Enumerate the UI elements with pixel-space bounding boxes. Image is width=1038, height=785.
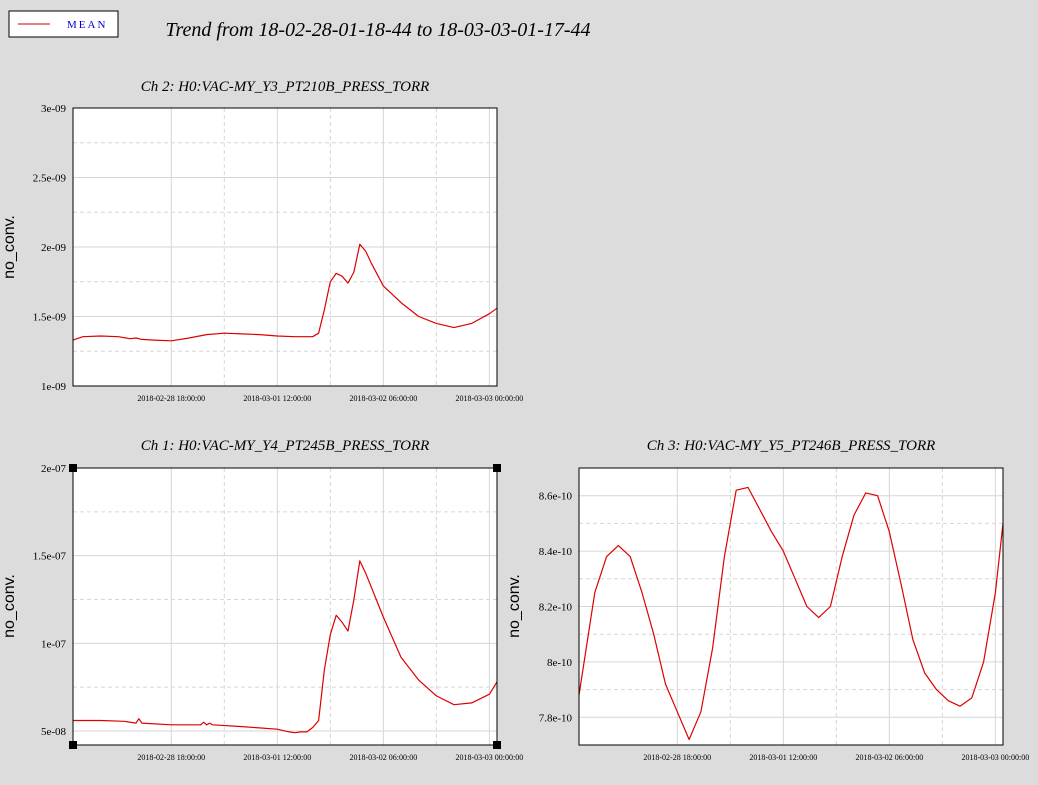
y-tick-label: 1.5e-09 <box>33 312 67 324</box>
series-line-mean <box>73 560 498 734</box>
chart-panel-3: 7.8e-10 8e-10 8.2e-10 8.4e-10 8.6e-10 2018-02… <box>506 438 1029 762</box>
chart-panel-1: 1e-09 1.5e-09 2e-09 2.5e-09 3e-09 2018-02-28 … <box>1 79 523 403</box>
x-tick-label: 2018-03-01 12:00:00 <box>243 394 311 403</box>
x-tick-label: 2018-03-01 12:00:00 <box>749 753 817 762</box>
panel-title: Ch 1: H0:VAC-MY_Y4_PT245B_PRESS_TORR <box>141 438 430 454</box>
chart-panel-2: 5e-08 1e-07 1.5e-07 2e-07 2018-02-28 18:00:0… <box>1 438 523 762</box>
plot-area <box>73 468 497 745</box>
y-axis-label: no_conv. <box>506 574 523 638</box>
y-tick-label: 5e-08 <box>41 726 67 738</box>
plot-frame <box>72 467 498 746</box>
legend-label: MEAN <box>67 19 107 31</box>
x-tick-label: 2018-02-28 18:00:00 <box>137 394 205 403</box>
y-tick-label: 2e-09 <box>41 242 67 254</box>
y-tick-label: 8.4e-10 <box>539 546 573 558</box>
y-tick-label: 1e-07 <box>41 638 67 650</box>
x-tick-label: 2018-03-03 00:00:00 <box>455 394 523 403</box>
y-axis-label: no_conv. <box>1 574 18 638</box>
x-tick-label: 2018-03-03 00:00:00 <box>455 753 523 762</box>
x-tick-label: 2018-03-02 06:00:00 <box>349 753 417 762</box>
y-tick-label: 8e-10 <box>547 657 573 669</box>
x-tick-label: 2018-03-02 06:00:00 <box>855 753 923 762</box>
x-tick-label: 2018-02-28 18:00:00 <box>137 753 205 762</box>
corner-handle[interactable] <box>69 464 77 472</box>
y-tick-label: 2e-07 <box>41 463 67 475</box>
y-tick-label: 1.5e-07 <box>33 551 67 563</box>
y-tick-label: 8.2e-10 <box>539 602 573 614</box>
panel-title: Ch 3: H0:VAC-MY_Y5_PT246B_PRESS_TORR <box>647 438 936 454</box>
series-line-mean <box>578 486 1004 741</box>
y-tick-label: 3e-09 <box>41 103 67 115</box>
y-tick-label: 1e-09 <box>41 381 67 393</box>
corner-handle[interactable] <box>493 741 501 749</box>
y-tick-label: 7.8e-10 <box>539 712 573 724</box>
legend: MEAN <box>8 10 119 38</box>
figure-title: Trend from 18-02-28-01-18-44 to 18-03-03… <box>165 19 590 41</box>
x-tick-label: 2018-03-02 06:00:00 <box>349 394 417 403</box>
y-axis-label: no_conv. <box>1 215 18 279</box>
plot-frame <box>72 107 498 387</box>
x-tick-label: 2018-02-28 18:00:00 <box>643 753 711 762</box>
y-tick-label: 8.6e-10 <box>539 491 573 503</box>
series-line-mean <box>72 243 498 342</box>
corner-handle[interactable] <box>69 741 77 749</box>
corner-handle[interactable] <box>493 464 501 472</box>
y-tick-label: 2.5e-09 <box>33 173 67 185</box>
x-tick-label: 2018-03-01 12:00:00 <box>243 753 311 762</box>
panels: 1e-09 1.5e-09 2e-09 2.5e-09 3e-09 2018-02-28 … <box>1 79 1029 762</box>
panel-title: Ch 2: H0:VAC-MY_Y3_PT210B_PRESS_TORR <box>141 79 430 95</box>
plot-frame <box>578 467 1004 746</box>
x-tick-label: 2018-03-03 00:00:00 <box>961 753 1029 762</box>
